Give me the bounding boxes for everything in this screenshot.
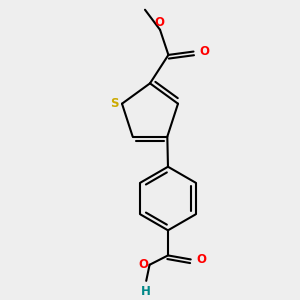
Text: O: O xyxy=(154,16,164,29)
Text: O: O xyxy=(138,258,148,271)
Text: S: S xyxy=(110,97,119,110)
Text: O: O xyxy=(197,253,207,266)
Text: O: O xyxy=(200,45,209,58)
Text: H: H xyxy=(141,285,151,298)
